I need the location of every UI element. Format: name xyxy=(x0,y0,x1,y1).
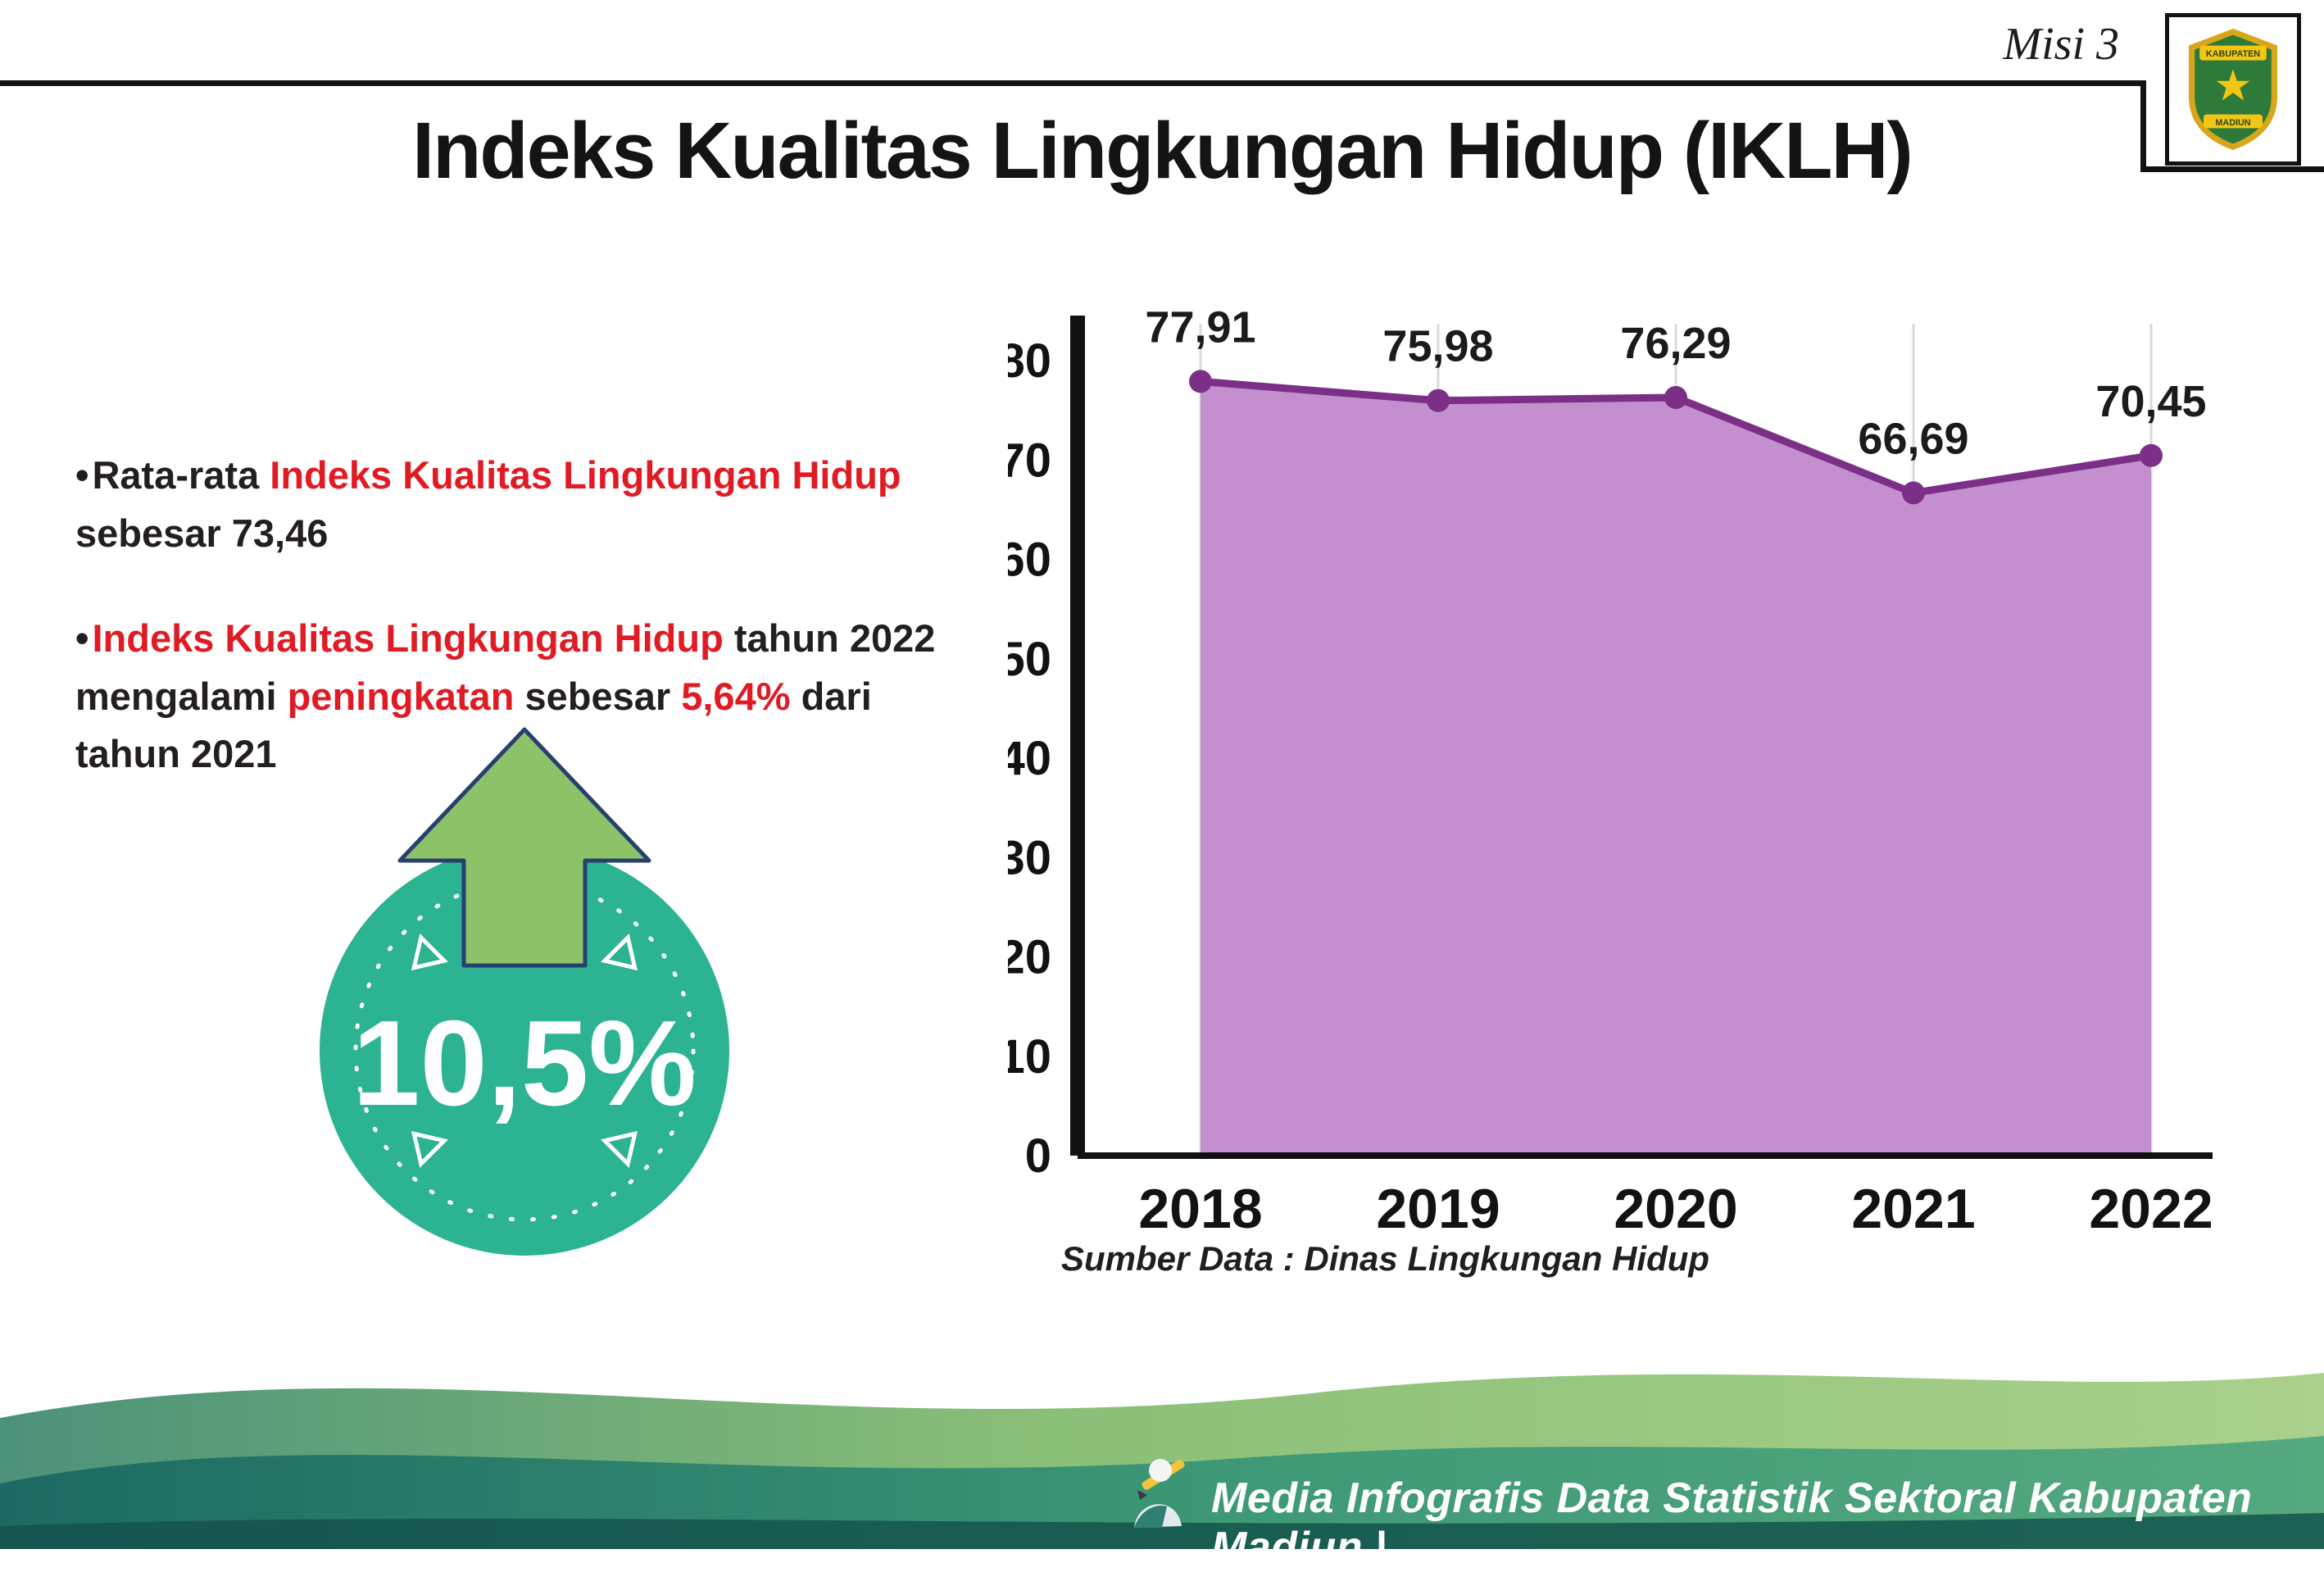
svg-text:40: 40 xyxy=(1008,732,1051,785)
svg-text:77,91: 77,91 xyxy=(1145,302,1255,352)
dotted-ring xyxy=(353,879,696,1222)
data-points xyxy=(1189,370,2163,505)
svg-text:2022: 2022 xyxy=(2089,1178,2213,1240)
iklh-line-chart: 77,91 75,98 76,29 66,69 70,45 0 10 20 30 40 50 60 70… xyxy=(998,302,2213,1240)
bullet-dot: • xyxy=(75,616,89,660)
svg-text:0: 0 xyxy=(1025,1129,1051,1183)
svg-text:60: 60 xyxy=(1008,534,1051,587)
x-axis xyxy=(1078,1152,2213,1159)
bullet-dot: • xyxy=(75,453,89,497)
y-axis-labels: 0 10 20 30 40 50 60 70 80 xyxy=(998,334,1051,1183)
iklh-chart: 77,91 75,98 76,29 66,69 70,45 0 10 20 30 40 50 60 70… xyxy=(998,287,2254,1262)
bullet1-highlight: Indeks Kualitas Lingkungan Hidup xyxy=(270,453,901,497)
arrow-up-icon xyxy=(397,727,651,968)
bullet2-text-2: sebesar xyxy=(514,674,682,718)
svg-text:2020: 2020 xyxy=(1614,1178,1737,1240)
header-rule-under-logo xyxy=(2140,166,2324,172)
bullet2-text-1: tahun 2022 mengalami xyxy=(75,616,936,718)
crest-icon: KABUPATEN MADIUN xyxy=(2189,28,2277,151)
svg-text:50: 50 xyxy=(1008,633,1051,686)
crest-madiun-text: MADIUN xyxy=(2215,118,2250,128)
svg-text:66,69: 66,69 xyxy=(1858,414,1968,463)
percent-circle xyxy=(320,846,729,1256)
svg-text:75,98: 75,98 xyxy=(1382,322,1493,371)
bullet2-highlight-2: peningkatan xyxy=(287,674,515,718)
bullet-average-iklh: •Rata-rata Indeks Kualitas Lingkungan Hi… xyxy=(75,447,969,562)
data-source: Sumber Data : Dinas Lingkungan Hidup xyxy=(1061,1239,1710,1278)
svg-text:76,29: 76,29 xyxy=(1620,319,1731,368)
svg-text:20: 20 xyxy=(1008,931,1051,984)
svg-text:10: 10 xyxy=(1008,1030,1051,1084)
bullet2-highlight-1: Indeks Kualitas Lingkungan Hidup xyxy=(92,616,724,660)
svg-text:80: 80 xyxy=(1008,334,1051,388)
svg-text:2021: 2021 xyxy=(1851,1178,1975,1240)
percent-value: 10,5% xyxy=(352,996,697,1131)
svg-text:70,45: 70,45 xyxy=(2095,377,2206,426)
header-rule xyxy=(0,80,2140,86)
kabupaten-madiun-logo: KABUPATEN MADIUN xyxy=(2165,13,2301,166)
area-fill xyxy=(1201,381,2151,1156)
y-axis xyxy=(1070,316,1085,1156)
x-axis-labels: 2018 2019 2020 2021 2022 xyxy=(1138,1178,2213,1240)
bullet-increase-2022: •Indeks Kualitas Lingkungan Hidup tahun … xyxy=(75,610,969,784)
svg-text:2019: 2019 xyxy=(1376,1178,1500,1240)
crest-kabupaten-text: KABUPATEN xyxy=(2206,49,2260,59)
bullet1-tail: sebesar 73,46 xyxy=(75,511,329,555)
key-points: •Rata-rata Indeks Kualitas Lingkungan Hi… xyxy=(75,447,969,831)
footer-waves xyxy=(0,1373,2324,1549)
increase-badge: 10,5% xyxy=(310,720,739,1264)
svg-text:2018: 2018 xyxy=(1138,1178,1262,1240)
bullet2-highlight-3: 5,64% xyxy=(681,674,791,718)
bullet1-text: Rata-rata xyxy=(92,453,270,497)
footer-caption: Media Infografis Data Statistik Sektoral… xyxy=(1211,1474,2253,1571)
value-labels: 77,91 75,98 76,29 66,69 70,45 xyxy=(1145,302,2206,463)
bullet2-text-3: dari tahun 2021 xyxy=(75,674,872,776)
svg-text:30: 30 xyxy=(1008,831,1051,884)
header-rule-step xyxy=(2140,80,2146,172)
mascot-writer-icon xyxy=(1134,1459,1185,1528)
misi-label: Misi 3 xyxy=(2003,19,2119,70)
page-title: Indeks Kualitas Lingkungan Hidup (IKLH) xyxy=(412,106,1913,195)
svg-text:70: 70 xyxy=(1008,434,1051,487)
ring-ticks xyxy=(411,934,638,1168)
